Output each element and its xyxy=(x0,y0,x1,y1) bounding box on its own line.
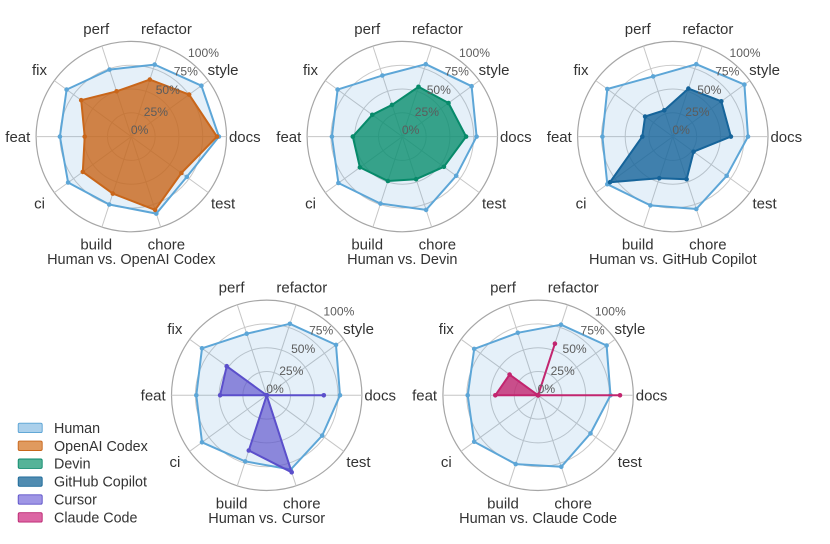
svg-text:50%: 50% xyxy=(427,83,451,97)
svg-text:docs: docs xyxy=(364,388,396,405)
svg-text:style: style xyxy=(479,62,510,79)
svg-text:build: build xyxy=(216,495,248,512)
svg-text:perf: perf xyxy=(625,21,652,38)
svg-text:Human vs. Devin: Human vs. Devin xyxy=(347,252,457,268)
svg-text:feat: feat xyxy=(276,129,302,146)
svg-text:75%: 75% xyxy=(309,323,333,337)
svg-text:perf: perf xyxy=(83,21,110,38)
svg-text:75%: 75% xyxy=(445,65,469,79)
svg-text:style: style xyxy=(343,321,374,338)
svg-text:Claude Code: Claude Code xyxy=(54,510,138,526)
svg-text:perf: perf xyxy=(490,280,517,297)
svg-text:refactor: refactor xyxy=(548,280,599,297)
svg-text:refactor: refactor xyxy=(682,21,733,38)
svg-text:fix: fix xyxy=(303,62,319,79)
svg-text:docs: docs xyxy=(636,388,668,405)
svg-text:build: build xyxy=(622,237,654,254)
svg-text:test: test xyxy=(618,454,643,471)
svg-text:style: style xyxy=(614,321,645,338)
svg-text:feat: feat xyxy=(141,388,167,405)
svg-text:chore: chore xyxy=(554,495,592,512)
svg-text:build: build xyxy=(351,237,383,254)
svg-text:25%: 25% xyxy=(279,364,303,378)
svg-text:ci: ci xyxy=(169,454,180,471)
svg-text:Human vs. Cursor: Human vs. Cursor xyxy=(208,511,325,527)
svg-text:style: style xyxy=(749,62,780,79)
svg-text:feat: feat xyxy=(547,129,573,146)
svg-text:50%: 50% xyxy=(156,83,180,97)
svg-text:build: build xyxy=(80,237,112,254)
svg-text:50%: 50% xyxy=(291,342,315,356)
svg-text:perf: perf xyxy=(354,21,381,38)
svg-text:chore: chore xyxy=(419,237,457,254)
svg-text:75%: 75% xyxy=(715,65,739,79)
svg-text:OpenAI Codex: OpenAI Codex xyxy=(54,439,148,455)
svg-text:fix: fix xyxy=(439,321,455,338)
svg-text:feat: feat xyxy=(412,388,438,405)
svg-text:25%: 25% xyxy=(415,105,439,119)
svg-text:0%: 0% xyxy=(266,382,284,396)
svg-text:0%: 0% xyxy=(672,123,690,137)
svg-text:refactor: refactor xyxy=(412,21,463,38)
svg-text:100%: 100% xyxy=(323,305,354,319)
svg-text:fix: fix xyxy=(167,321,183,338)
svg-text:refactor: refactor xyxy=(276,280,327,297)
svg-text:ci: ci xyxy=(305,196,316,213)
svg-text:ci: ci xyxy=(34,196,45,213)
svg-text:test: test xyxy=(346,454,371,471)
svg-text:0%: 0% xyxy=(131,123,149,137)
svg-text:Human vs. Claude Code: Human vs. Claude Code xyxy=(459,511,617,527)
svg-text:refactor: refactor xyxy=(141,21,192,38)
svg-text:chore: chore xyxy=(148,237,186,254)
svg-text:chore: chore xyxy=(689,237,727,254)
svg-text:25%: 25% xyxy=(144,105,168,119)
svg-text:100%: 100% xyxy=(730,46,761,60)
svg-text:chore: chore xyxy=(283,495,321,512)
svg-text:style: style xyxy=(208,62,239,79)
svg-text:test: test xyxy=(753,196,778,213)
svg-text:Human vs. GitHub Copilot: Human vs. GitHub Copilot xyxy=(589,252,757,268)
svg-text:ci: ci xyxy=(441,454,452,471)
svg-text:feat: feat xyxy=(5,129,31,146)
svg-text:75%: 75% xyxy=(174,65,198,79)
svg-text:100%: 100% xyxy=(188,46,219,60)
svg-text:25%: 25% xyxy=(685,105,709,119)
svg-text:0%: 0% xyxy=(538,382,556,396)
svg-text:ci: ci xyxy=(576,196,587,213)
svg-text:0%: 0% xyxy=(402,123,420,137)
svg-text:100%: 100% xyxy=(459,46,490,60)
svg-text:Human: Human xyxy=(54,421,100,437)
svg-text:fix: fix xyxy=(32,62,48,79)
svg-text:test: test xyxy=(482,196,507,213)
svg-text:75%: 75% xyxy=(580,323,604,337)
svg-text:fix: fix xyxy=(574,62,590,79)
svg-text:50%: 50% xyxy=(697,83,721,97)
svg-text:docs: docs xyxy=(500,129,532,146)
svg-text:25%: 25% xyxy=(551,364,575,378)
svg-text:GitHub Copilot: GitHub Copilot xyxy=(54,475,147,491)
svg-text:test: test xyxy=(211,196,236,213)
svg-text:docs: docs xyxy=(770,129,802,146)
svg-text:Human vs. OpenAI Codex: Human vs. OpenAI Codex xyxy=(47,252,216,268)
svg-text:build: build xyxy=(487,495,519,512)
svg-text:100%: 100% xyxy=(595,305,626,319)
svg-text:perf: perf xyxy=(219,280,246,297)
svg-text:Devin: Devin xyxy=(54,457,91,473)
svg-text:50%: 50% xyxy=(562,342,586,356)
svg-text:docs: docs xyxy=(229,129,261,146)
svg-text:Cursor: Cursor xyxy=(54,493,97,509)
